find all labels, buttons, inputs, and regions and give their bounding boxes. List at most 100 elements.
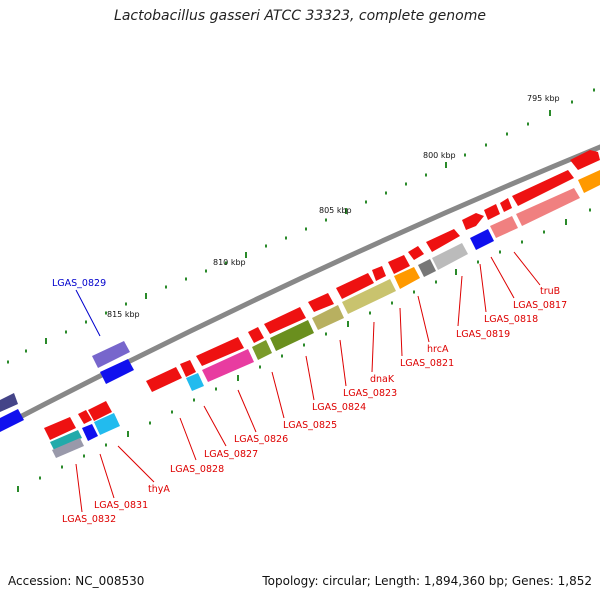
gene-label-LGAS_0823[interactable]: LGAS_0823 bbox=[343, 388, 397, 399]
scale-tick bbox=[237, 375, 239, 381]
scale-tick bbox=[527, 122, 529, 126]
scale-tick bbox=[455, 269, 457, 275]
gene-label-LGAS_0817[interactable]: LGAS_0817 bbox=[513, 300, 567, 311]
scale-tick bbox=[185, 277, 187, 281]
gene-block-cyan[interactable] bbox=[186, 373, 204, 391]
gene-block-green[interactable] bbox=[252, 340, 272, 360]
gene-label-LGAS_0821[interactable]: LGAS_0821 bbox=[400, 358, 454, 369]
gene-block-blue[interactable] bbox=[470, 229, 494, 250]
gene-arrow[interactable] bbox=[44, 417, 76, 440]
gene-arrow[interactable] bbox=[308, 293, 334, 312]
gene-arrow[interactable] bbox=[372, 266, 386, 281]
connector-line bbox=[371, 321, 375, 373]
gene-arrow[interactable] bbox=[426, 229, 460, 252]
scale-tick bbox=[165, 285, 167, 289]
gene-label-hrcA[interactable]: hrcA bbox=[427, 344, 449, 355]
scale-tick bbox=[45, 338, 47, 344]
scale-tick bbox=[369, 311, 371, 315]
scale-tick bbox=[303, 343, 305, 347]
gene-label-LGAS_0831[interactable]: LGAS_0831 bbox=[94, 500, 148, 511]
gene-arrow[interactable] bbox=[570, 150, 600, 170]
accession-text: Accession: NC_008530 bbox=[8, 574, 145, 588]
gene-block-cyan[interactable] bbox=[94, 413, 120, 435]
gene-arrow[interactable] bbox=[78, 410, 92, 424]
reverse-strand-genes bbox=[0, 170, 600, 458]
scale-tick bbox=[285, 236, 287, 240]
gene-block-olive[interactable] bbox=[312, 305, 344, 330]
gene-arrow[interactable] bbox=[264, 307, 306, 334]
gene-arrow[interactable] bbox=[462, 213, 484, 230]
gene-arrow[interactable] bbox=[180, 360, 196, 377]
gene-label-truB[interactable]: truB bbox=[540, 286, 560, 297]
gene-label-thyA[interactable]: thyA bbox=[148, 484, 170, 495]
scale-tick bbox=[149, 421, 151, 425]
scale-tick bbox=[17, 486, 19, 492]
scale-tick bbox=[205, 269, 207, 273]
gene-label-LGAS_0818[interactable]: LGAS_0818 bbox=[484, 314, 538, 325]
connector-line bbox=[417, 295, 430, 343]
gene-label-LGAS_0824[interactable]: LGAS_0824 bbox=[312, 402, 366, 413]
scale-tick bbox=[506, 132, 508, 136]
gene-arrow[interactable] bbox=[248, 327, 264, 343]
connector-line bbox=[479, 263, 487, 313]
gene-arrow[interactable] bbox=[146, 367, 182, 392]
scale-tick bbox=[521, 240, 523, 244]
scale-tick bbox=[499, 250, 501, 254]
connector-line bbox=[457, 275, 463, 327]
gene-label-LGAS_0819[interactable]: LGAS_0819 bbox=[456, 329, 510, 340]
gene-block-magenta[interactable] bbox=[202, 349, 254, 382]
scale-tick bbox=[365, 200, 367, 204]
gene-block-teal[interactable] bbox=[50, 430, 82, 450]
scale-tick bbox=[391, 301, 393, 305]
gene-arrow[interactable] bbox=[88, 401, 112, 421]
connector-line bbox=[99, 453, 115, 499]
connector-line bbox=[271, 371, 285, 419]
gene-label-LGAS_0832[interactable]: LGAS_0832 bbox=[62, 514, 116, 525]
gene-block-olive[interactable] bbox=[342, 279, 396, 314]
gene-block-pink[interactable] bbox=[490, 216, 518, 238]
connector-line bbox=[75, 463, 83, 513]
gene-label-dnaK[interactable]: dnaK bbox=[370, 374, 395, 385]
connector-line bbox=[339, 339, 347, 387]
gene-block-blue[interactable] bbox=[100, 359, 134, 384]
scale-tick bbox=[61, 465, 63, 469]
gene-block-navy[interactable] bbox=[0, 393, 18, 412]
scale-tick bbox=[385, 191, 387, 195]
gene-arrow[interactable] bbox=[388, 255, 410, 274]
gene-block-blue[interactable] bbox=[0, 409, 24, 432]
gene-label-LGAS_0828[interactable]: LGAS_0828 bbox=[170, 464, 224, 475]
scale-tick bbox=[193, 398, 195, 402]
scale-tick bbox=[215, 387, 217, 391]
scale-tick bbox=[259, 365, 261, 369]
gene-block-green[interactable] bbox=[270, 320, 314, 351]
gene-block-blue[interactable] bbox=[82, 424, 98, 441]
scale-tick bbox=[543, 230, 545, 234]
gene-block-lavender[interactable] bbox=[92, 341, 130, 368]
gene-arrow[interactable] bbox=[336, 273, 374, 299]
scale-tick bbox=[325, 218, 327, 222]
gene-label-LGAS_0825[interactable]: LGAS_0825 bbox=[283, 420, 337, 431]
gene-block-darkgrey[interactable] bbox=[418, 259, 436, 277]
gene-block-orange[interactable] bbox=[578, 170, 600, 193]
scale-tick bbox=[125, 302, 127, 306]
gene-label-LGAS_0826[interactable]: LGAS_0826 bbox=[234, 434, 288, 445]
gene-block-grey[interactable] bbox=[52, 438, 84, 458]
scale-tick bbox=[25, 349, 27, 353]
scale-tick bbox=[325, 332, 327, 336]
gene-block-orange[interactable] bbox=[394, 267, 420, 289]
gene-arrow[interactable] bbox=[408, 246, 424, 260]
gene-label-LGAS_0827[interactable]: LGAS_0827 bbox=[204, 449, 258, 460]
gene-arrow[interactable] bbox=[196, 337, 244, 366]
scale-tick bbox=[7, 360, 9, 364]
gene-block-lightgrey[interactable] bbox=[432, 243, 468, 270]
connector-line bbox=[179, 417, 197, 461]
map-title: Lactobacillus gasseri ATCC 33323, comple… bbox=[114, 8, 486, 24]
gene-label-LGAS_0829[interactable]: LGAS_0829 bbox=[52, 278, 106, 289]
connector-line bbox=[513, 251, 541, 286]
gene-arrow[interactable] bbox=[484, 204, 500, 220]
gene-arrow[interactable] bbox=[512, 170, 574, 206]
gene-arrow[interactable] bbox=[500, 198, 512, 212]
gene-block-pink[interactable] bbox=[516, 188, 580, 226]
